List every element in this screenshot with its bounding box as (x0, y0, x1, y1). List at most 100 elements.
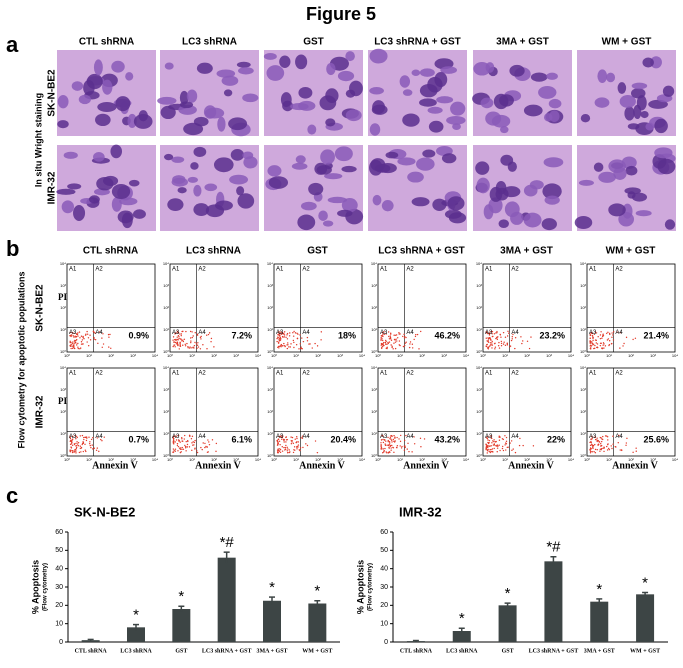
event-dot (286, 338, 289, 340)
event-dot (387, 439, 389, 442)
y-tick-label: 10 (380, 621, 388, 628)
cell (238, 67, 254, 75)
event-dot (77, 346, 79, 348)
event-dot (617, 442, 619, 444)
event-dot (394, 341, 397, 343)
event-dot (498, 435, 500, 437)
event-dot (388, 441, 391, 443)
x-tick-label: 10¹ (502, 457, 508, 462)
event-dot (488, 332, 491, 335)
row-label: IMR-32 (35, 395, 46, 428)
cell (650, 56, 662, 69)
event-dot (277, 438, 279, 441)
event-dot (173, 344, 176, 346)
cell (56, 188, 76, 195)
event-dot (591, 451, 594, 453)
event-dot (79, 337, 81, 339)
x-tick-label: 10³ (233, 457, 239, 462)
event-dot (599, 334, 602, 336)
cell (341, 165, 357, 173)
x-tick-label: 10² (211, 457, 217, 462)
x-tick-label: 10² (108, 457, 114, 462)
event-dot (278, 340, 281, 342)
event-dot (75, 335, 78, 338)
event-dot (390, 434, 392, 437)
event-dot (608, 448, 611, 451)
event-dot (276, 337, 278, 340)
event-dot (172, 339, 174, 341)
event-dot (77, 335, 79, 337)
x-tick-label: 10⁰ (271, 457, 277, 462)
event-dot (89, 441, 91, 443)
axis-label: Annexin V (403, 460, 449, 471)
bar (590, 601, 609, 642)
event-dot (512, 333, 514, 336)
y-tick-label: 10⁴ (580, 365, 586, 370)
event-dot (606, 445, 608, 448)
event-dot (389, 442, 391, 444)
bar (81, 640, 100, 642)
x-tick-label: 10¹ (86, 353, 92, 358)
event-dot (309, 343, 311, 345)
event-dot (405, 341, 407, 343)
event-dot (179, 344, 181, 346)
event-dot (202, 442, 204, 444)
event-dot (590, 438, 592, 440)
x-tick-label: 10¹ (293, 353, 299, 358)
event-dot (498, 439, 501, 441)
cell (172, 175, 186, 184)
x-tick-label: 3MA + GST (256, 648, 287, 654)
quadrant-label: A1 (69, 371, 77, 377)
event-dot (301, 337, 303, 339)
event-dot (88, 436, 90, 438)
event-dot (202, 344, 204, 346)
event-dot (204, 442, 206, 445)
event-dot (296, 436, 298, 438)
row-label: SK-N-BE2 (47, 69, 58, 117)
event-dot (187, 347, 189, 349)
cell (318, 210, 328, 221)
event-dot (596, 437, 598, 439)
event-dot (600, 331, 602, 333)
event-dot (185, 450, 187, 452)
event-dot (504, 344, 507, 347)
x-tick-label: 10⁴ (359, 353, 365, 358)
event-dot (494, 348, 496, 350)
y-tick-label: 60 (380, 529, 388, 536)
cell (127, 113, 137, 129)
event-dot (71, 440, 73, 442)
event-dot (173, 449, 175, 452)
event-dot (591, 332, 593, 335)
cell (597, 69, 608, 83)
event-dot (292, 451, 295, 454)
event-dot (504, 442, 507, 444)
cell (190, 162, 199, 170)
event-dot (196, 451, 199, 454)
cell (369, 48, 388, 64)
y-tick-label: 10¹ (267, 327, 273, 332)
event-dot (193, 444, 195, 446)
event-dot (316, 345, 319, 347)
x-tick-label: 10² (419, 457, 425, 462)
event-dot (179, 333, 181, 335)
event-dot (381, 347, 383, 350)
event-dot (206, 348, 208, 350)
event-dot (173, 341, 175, 343)
event-dot (622, 345, 624, 347)
x-tick-label: 10⁴ (672, 457, 678, 462)
event-dot (591, 335, 594, 337)
event-dot (603, 343, 605, 345)
event-dot (311, 347, 313, 349)
x-tick-label: 10³ (337, 353, 343, 358)
event-dot (385, 451, 387, 453)
event-dot (71, 347, 74, 350)
event-dot (69, 435, 71, 437)
cell (223, 89, 233, 97)
cell (542, 183, 562, 200)
event-dot (489, 451, 492, 454)
cell (111, 183, 131, 200)
quadrant-label: A4 (302, 434, 310, 440)
event-dot (77, 445, 80, 447)
quadrant-label: A3 (589, 330, 597, 336)
event-dot (182, 330, 184, 333)
